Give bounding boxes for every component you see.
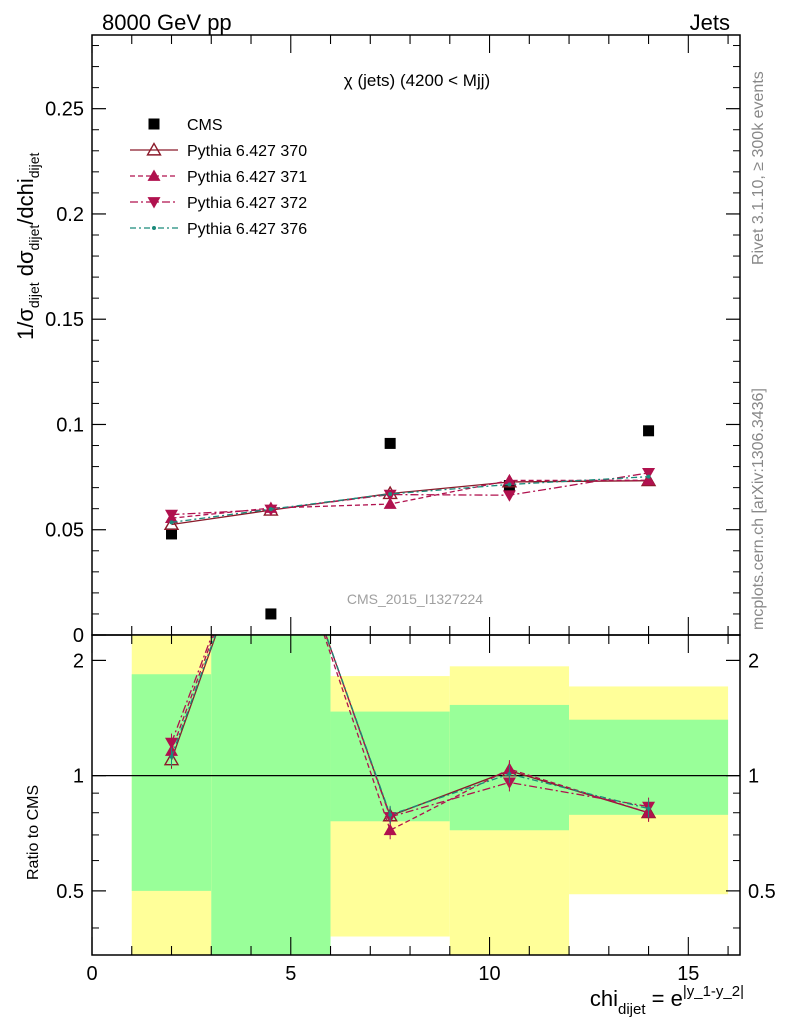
ratio-series-point-3	[388, 812, 393, 817]
ratio-y-axis-label: Ratio to CMS	[25, 785, 42, 880]
main-series-point-3	[165, 509, 179, 522]
ratio-series-point-3	[507, 771, 512, 776]
legend-label: Pythia 6.427 372	[187, 195, 307, 212]
ratio-band-inner	[131, 674, 212, 891]
main-series-point-2	[502, 473, 516, 486]
cms-point	[166, 528, 178, 540]
cms-point	[384, 437, 396, 449]
main-series-point-2	[642, 473, 656, 486]
header-left: 8000 GeV pp	[102, 10, 232, 35]
main-series-point-4	[507, 482, 512, 487]
ratio-y-tick-label-right: 1	[748, 766, 759, 788]
ratio-series-point-3	[169, 754, 174, 759]
main-series-point-4	[388, 491, 393, 496]
legend-marker	[147, 197, 161, 209]
main-y-tick-label: 0.05	[45, 520, 84, 542]
legend-label: CMS	[187, 117, 223, 134]
main-series-line-3	[171, 472, 649, 516]
rivet-label: Rivet 3.1.10, ≥ 300k events	[750, 71, 767, 265]
main-series-point-4	[268, 507, 273, 512]
ratio-band-inner	[211, 635, 331, 955]
legend-marker	[152, 226, 156, 230]
cms-point	[643, 425, 655, 437]
main-y-tick-label: 0.2	[56, 204, 84, 226]
ratio-series-point-2	[165, 737, 179, 750]
main-series-line-4	[171, 476, 649, 524]
ratio-y-tick-label-right: 0.5	[748, 881, 776, 903]
main-y-tick-label: 0.15	[45, 309, 84, 331]
main-y-tick-label: 0.25	[45, 99, 84, 121]
main-y-tick-label: 0.1	[56, 414, 84, 436]
legend-label: Pythia 6.427 371	[187, 169, 307, 186]
ratio-band-inner	[330, 711, 450, 822]
ratio-y-tick-label-right: 2	[748, 650, 759, 672]
x-tick-label: 0	[86, 963, 97, 985]
ratio-y-tick-label: 2	[73, 650, 84, 672]
legend-label: Pythia 6.427 370	[187, 143, 307, 160]
main-y-axis-label: 1/σdijet dσdijet/dchidijet	[13, 152, 42, 340]
main-plot-title: χ (jets) (4200 < Mjj)	[344, 71, 490, 90]
legend-marker	[147, 169, 161, 181]
x-tick-label: 15	[677, 963, 699, 985]
ratio-series-group	[163, 635, 657, 840]
main-series-point-1	[163, 516, 180, 531]
ratio-y-tick-label: 1	[73, 766, 84, 788]
main-y-tick-label: 0	[73, 625, 84, 647]
x-axis-label: chidijet = e|y_1-y_2|	[590, 983, 744, 1018]
header-right: Jets	[690, 10, 730, 35]
main-series-line-1	[171, 480, 649, 526]
legend-marker	[146, 142, 162, 156]
legend-marker-cms	[148, 118, 160, 130]
cms-point	[265, 608, 277, 620]
mcplots-label: mcplots.cern.ch [arXiv:1306.3436]	[750, 388, 767, 630]
main-series-point-3	[642, 468, 656, 480]
watermark: CMS_2015_I1327224	[347, 591, 483, 607]
x-tick-label: 5	[285, 963, 296, 985]
main-series-point-2	[383, 497, 397, 509]
legend: CMS Pythia 6.427 370 Pythia 6.427 371 Pythi…	[130, 117, 307, 238]
main-series-point-3	[502, 490, 516, 502]
ratio-bands	[92, 635, 740, 955]
legend-label: Pythia 6.427 376	[187, 221, 307, 238]
ratio-y-tick-label: 0.5	[56, 881, 84, 903]
ratio-plot-frame	[91, 634, 741, 956]
ratio-series-point-1	[383, 823, 397, 836]
main-series-group	[163, 425, 657, 620]
ratio-series-line-2	[170, 635, 649, 818]
x-tick-label: 10	[478, 963, 500, 985]
main-series-point-4	[169, 520, 174, 525]
ratio-series-point-3	[646, 806, 651, 811]
ratio-series-point-2	[502, 777, 516, 789]
main-series-point-4	[646, 474, 651, 479]
